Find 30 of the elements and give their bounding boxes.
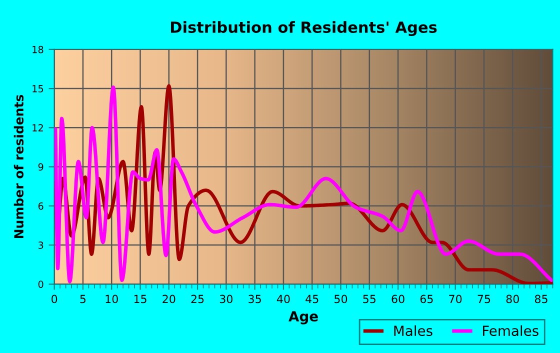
chart-title: Distribution of Residents' Ages <box>171 21 437 36</box>
x-tick-label: 35 <box>248 294 261 304</box>
x-tick-label: 80 <box>506 294 519 304</box>
x-tick-label: 75 <box>478 294 490 304</box>
x-tick-label: 45 <box>306 294 318 304</box>
x-tick-label: 5 <box>80 294 86 304</box>
x-axis-title: Age <box>288 311 318 324</box>
y-axis-title: Number of residents <box>14 94 24 238</box>
x-tick-label: 65 <box>420 294 433 304</box>
y-tick-label: 18 <box>32 46 44 54</box>
y-tick-label: 0 <box>38 280 44 288</box>
x-tick-label: 25 <box>191 294 204 304</box>
x-tick-label: 30 <box>220 294 233 304</box>
legend-label: Females <box>483 325 538 336</box>
x-tick-label: 60 <box>392 294 404 304</box>
y-tick-label: 3 <box>38 242 44 249</box>
y-tick-label: 12 <box>32 124 43 132</box>
y-tick-label: 9 <box>38 163 44 171</box>
x-tick-label: 50 <box>334 294 348 304</box>
x-tick-label: 0 <box>52 294 58 304</box>
x-tick-label: 40 <box>276 294 290 304</box>
y-tick-label: 15 <box>32 85 44 92</box>
y-tick-label: 6 <box>38 202 44 210</box>
x-tick-label: 10 <box>106 294 118 304</box>
legend-label: Males <box>394 325 432 336</box>
x-tick-label: 70 <box>449 294 462 304</box>
x-tick-label: 85 <box>534 294 548 304</box>
x-tick-label: 20 <box>162 294 176 304</box>
x-tick-label: 15 <box>134 294 146 304</box>
x-tick-label: 55 <box>363 294 376 304</box>
